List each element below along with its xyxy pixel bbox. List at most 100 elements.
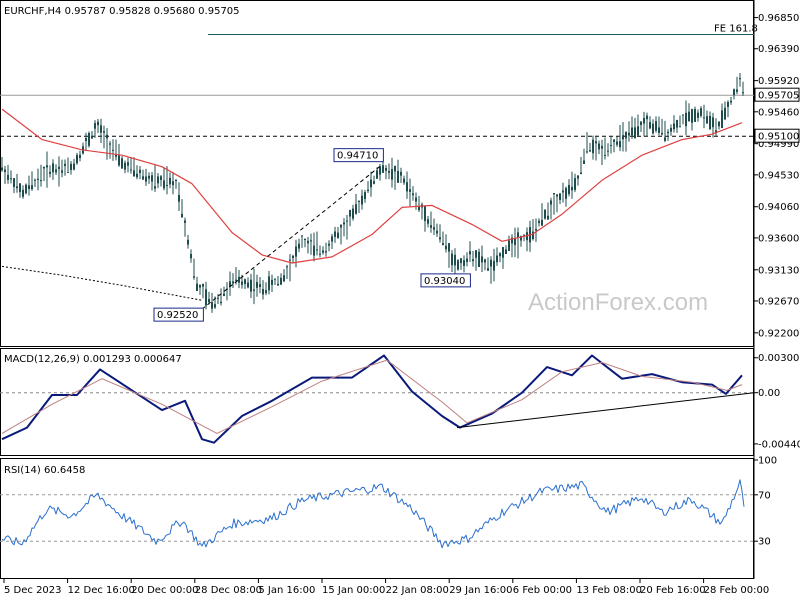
current-price-tag-box bbox=[754, 87, 800, 102]
x-tick-label: 29 Jan 16:00 bbox=[449, 585, 512, 596]
candle-body bbox=[208, 298, 210, 303]
candle-body bbox=[604, 154, 606, 156]
macd-y-tick: -0.004403 bbox=[758, 439, 800, 450]
candle-body bbox=[52, 163, 54, 173]
candle-body bbox=[388, 170, 390, 173]
candle-body bbox=[94, 123, 96, 129]
dotted-ma-line bbox=[1, 265, 203, 301]
candle-body bbox=[55, 169, 57, 173]
candle-body bbox=[424, 205, 426, 222]
candle-body bbox=[139, 169, 141, 174]
candle-body bbox=[673, 123, 675, 130]
candle-body bbox=[64, 163, 66, 167]
candle-body bbox=[259, 284, 261, 288]
candle-body bbox=[667, 131, 669, 134]
candle-body bbox=[490, 259, 492, 267]
candle-body bbox=[409, 189, 411, 192]
candle-body bbox=[613, 139, 615, 143]
candle-body bbox=[505, 249, 507, 255]
candle-body bbox=[559, 193, 561, 200]
candle-body bbox=[430, 225, 432, 228]
candle-body bbox=[127, 162, 129, 166]
price-annotation-box bbox=[153, 307, 204, 322]
candle-body bbox=[136, 173, 138, 178]
candle-body bbox=[487, 268, 489, 271]
candle-body bbox=[103, 131, 105, 133]
macd-trend-line bbox=[456, 392, 755, 429]
candle-body bbox=[364, 192, 366, 199]
candle-body bbox=[304, 238, 306, 241]
candle-body bbox=[262, 289, 264, 295]
candle-body bbox=[325, 251, 327, 253]
candle-body bbox=[13, 178, 15, 187]
x-tick-label: 20 Feb 16:00 bbox=[640, 585, 706, 596]
candle-body bbox=[541, 219, 543, 226]
price-y-tick: 0.94530 bbox=[758, 170, 799, 181]
candle-body bbox=[403, 178, 405, 183]
candle-body bbox=[703, 117, 705, 119]
candle-body bbox=[130, 169, 132, 171]
candle-body bbox=[712, 117, 714, 128]
macd-signal-line bbox=[1, 359, 743, 434]
candle-body bbox=[619, 141, 621, 148]
candle-body bbox=[391, 169, 393, 180]
price-y-tick: 0.95460 bbox=[758, 107, 799, 118]
candle-body bbox=[637, 126, 639, 136]
candle-body bbox=[289, 259, 291, 261]
candle-body bbox=[367, 189, 369, 192]
candle-body bbox=[298, 243, 300, 249]
candle-body bbox=[685, 112, 687, 127]
candle-body bbox=[532, 231, 534, 240]
x-tick-label: 12 Dec 16:00 bbox=[68, 585, 135, 596]
candle-body bbox=[4, 169, 6, 173]
candle-body bbox=[628, 132, 630, 136]
candle-body bbox=[352, 208, 354, 219]
candle-body bbox=[400, 171, 402, 176]
candle-body bbox=[112, 149, 114, 151]
candle-body bbox=[190, 254, 192, 259]
candle-body bbox=[733, 89, 735, 95]
candle-body bbox=[718, 121, 720, 127]
rsi-y-tick: 30 bbox=[758, 537, 771, 548]
candle-body bbox=[484, 259, 486, 263]
candle-body bbox=[706, 116, 708, 124]
macd-main-line bbox=[1, 354, 743, 444]
candle-body bbox=[46, 165, 48, 168]
candle-body bbox=[679, 126, 681, 128]
candle-body bbox=[439, 237, 441, 240]
candle-body bbox=[661, 132, 663, 135]
candle-body bbox=[172, 181, 174, 186]
candle-body bbox=[397, 170, 399, 183]
candle-body bbox=[229, 281, 231, 287]
candle-body bbox=[37, 178, 39, 180]
candle-body bbox=[19, 183, 21, 193]
x-tick-label: 22 Jan 08:00 bbox=[386, 585, 449, 596]
candle-body bbox=[736, 89, 738, 92]
price-y-tick: 0.92200 bbox=[758, 328, 799, 339]
candle-body bbox=[178, 194, 180, 202]
candle-body bbox=[16, 186, 18, 189]
candle-body bbox=[373, 181, 375, 184]
candle-body bbox=[334, 231, 336, 237]
candle-body bbox=[466, 258, 468, 262]
candle-body bbox=[58, 166, 60, 170]
candle-body bbox=[694, 109, 696, 122]
candle-body bbox=[394, 165, 396, 172]
candle-body bbox=[193, 276, 195, 278]
candle-body bbox=[73, 163, 75, 170]
candle-body bbox=[145, 176, 147, 182]
candle-body bbox=[586, 151, 588, 153]
candle-body bbox=[217, 297, 219, 299]
candle-body bbox=[436, 230, 438, 234]
candle-body bbox=[268, 276, 270, 291]
candle-body bbox=[721, 110, 723, 129]
candle-body bbox=[88, 133, 90, 146]
x-tick-label: 20 Dec 00:00 bbox=[131, 585, 198, 596]
candle-body bbox=[634, 127, 636, 139]
candle-body bbox=[622, 135, 624, 140]
candle-body bbox=[22, 189, 24, 197]
candle-body bbox=[118, 155, 120, 166]
candle-body bbox=[460, 258, 462, 264]
candle-body bbox=[688, 111, 690, 122]
candle-body bbox=[538, 220, 540, 224]
